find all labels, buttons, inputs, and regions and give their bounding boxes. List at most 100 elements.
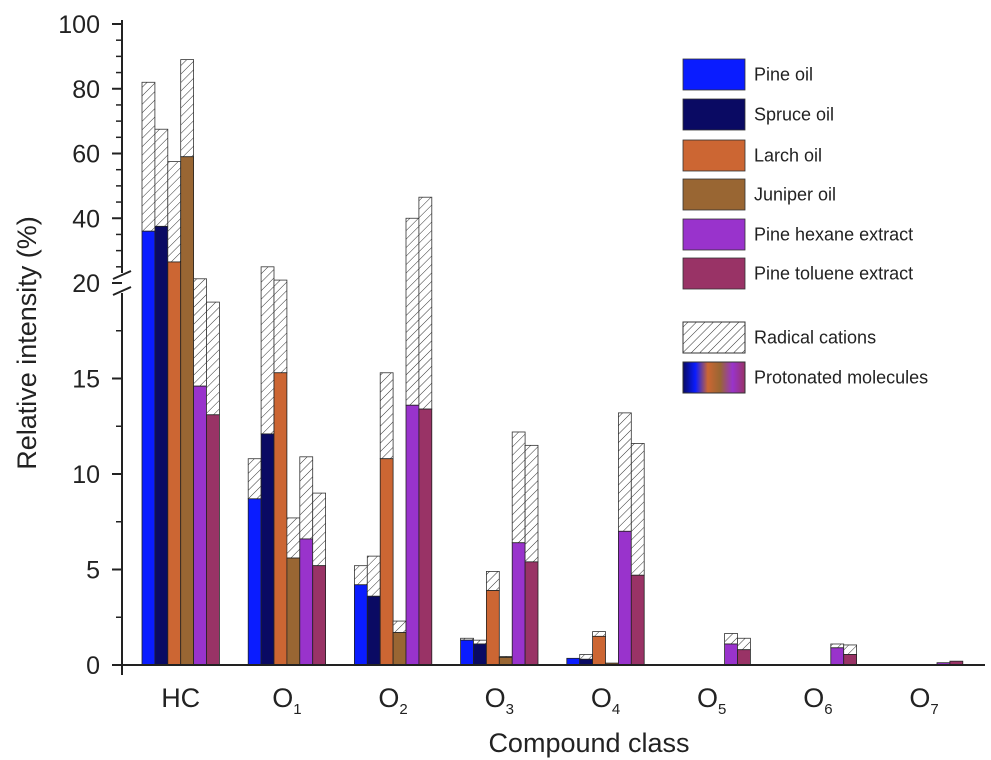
bar-protonated-molecules xyxy=(312,565,327,666)
axis-break-mark xyxy=(112,270,132,280)
bar-radical-cations xyxy=(392,620,407,633)
y-tick-label: 15 xyxy=(72,366,100,394)
legend-label: Pine oil xyxy=(754,65,813,85)
bar-protonated-molecules xyxy=(511,542,526,666)
legend-swatch xyxy=(682,58,746,91)
bar-protonated-molecules xyxy=(286,557,301,666)
plot-area xyxy=(141,59,964,666)
x-tick-label: O1 xyxy=(272,683,301,718)
x-tick-label: HC xyxy=(161,683,200,713)
x-tick-label: O6 xyxy=(803,683,832,718)
axis-break-mark xyxy=(112,286,132,296)
bar-radical-cations xyxy=(473,639,487,645)
legend-label: Pine toluene extract xyxy=(754,264,913,284)
bar-protonated-molecules xyxy=(379,458,394,666)
bar-protonated-molecules xyxy=(206,414,220,666)
x-axis-title: Compound class xyxy=(488,728,689,758)
bar-radical-cations xyxy=(247,458,262,500)
bar-radical-cations xyxy=(154,128,169,227)
bar-radical-cations xyxy=(353,565,368,586)
legend-label: Protonated molecules xyxy=(754,368,928,388)
bar-protonated-molecules xyxy=(154,225,169,666)
bar-protonated-molecules xyxy=(366,595,381,666)
bar-protonated-molecules xyxy=(498,656,513,666)
bar-protonated-molecules xyxy=(299,538,314,666)
bar-protonated-molecules xyxy=(405,404,420,666)
bar-radical-cations xyxy=(485,571,500,591)
y-axis-title: Relative intensity (%) xyxy=(12,216,42,470)
bar-radical-cations xyxy=(312,492,327,567)
legend-label: Larch oil xyxy=(754,146,822,166)
y-tick-label: 80 xyxy=(72,76,100,104)
y-tick-label: 5 xyxy=(86,557,100,585)
bar-protonated-molecules xyxy=(273,372,288,666)
bar-radical-cations xyxy=(366,555,381,597)
legend-swatch xyxy=(682,178,746,211)
bar-protonated-molecules xyxy=(141,230,156,666)
bar-protonated-molecules xyxy=(473,643,487,666)
bar-protonated-molecules xyxy=(737,649,751,666)
bar-radical-cations xyxy=(167,161,182,263)
bar-radical-cations xyxy=(260,266,275,435)
bar-radical-cations xyxy=(579,654,594,660)
x-tick-label: O3 xyxy=(485,683,514,718)
bar-radical-cations xyxy=(193,278,207,387)
y-tick-label: 60 xyxy=(72,141,100,169)
bar-protonated-molecules xyxy=(618,530,632,666)
legend-swatch xyxy=(682,139,746,172)
x-tick-label: O7 xyxy=(909,683,938,718)
legend: Pine oil Spruce oil Larch oil Juniper oil Pi… xyxy=(682,58,928,394)
bar-protonated-molecules xyxy=(524,561,539,666)
bar-radical-cations xyxy=(843,644,858,655)
y-tick-label: 10 xyxy=(72,461,100,489)
bar-protonated-molecules xyxy=(485,590,500,666)
bar-radical-cations xyxy=(618,412,632,532)
bar-radical-cations xyxy=(286,517,301,559)
y-tick-label: 20 xyxy=(72,270,100,298)
legend-swatch xyxy=(682,257,746,290)
bar-radical-cations xyxy=(141,81,156,232)
legend-swatch xyxy=(682,218,746,251)
legend-swatch xyxy=(682,321,746,354)
y-tick-label: 0 xyxy=(86,652,100,680)
bar-radical-cations xyxy=(511,431,526,544)
x-tick-label: O4 xyxy=(591,683,620,718)
x-tick-label: O5 xyxy=(697,683,726,718)
bar-protonated-molecules xyxy=(353,584,368,666)
bar-radical-cations xyxy=(299,456,314,540)
axes: HC O1 O2 O3 O4 O5 O6 O7 0 5 10 15 20 40 60 80 100 xyxy=(58,11,985,718)
legend-label: Radical cations xyxy=(754,328,876,348)
bar-radical-cations xyxy=(206,301,220,416)
bar-radical-cations xyxy=(737,637,751,651)
legend-label: Spruce oil xyxy=(754,105,834,125)
bar-radical-cations xyxy=(180,59,194,158)
bar-protonated-molecules xyxy=(724,643,738,666)
bar-protonated-molecules xyxy=(843,654,858,666)
legend-swatch xyxy=(682,98,746,131)
legend-swatch xyxy=(682,361,746,394)
bar-radical-cations xyxy=(524,444,539,563)
bar-protonated-molecules xyxy=(566,657,581,666)
bar-protonated-molecules xyxy=(592,635,606,666)
bar-protonated-molecules xyxy=(167,261,182,666)
bar-radical-cations xyxy=(418,196,433,410)
bar-radical-cations xyxy=(273,279,288,374)
bar-radical-cations xyxy=(630,443,645,576)
bar-protonated-molecules xyxy=(392,632,407,666)
bar-protonated-molecules xyxy=(830,647,845,666)
bar-radical-cations xyxy=(592,631,606,637)
legend-label: Juniper oil xyxy=(754,185,836,205)
bar-radical-cations xyxy=(379,372,394,460)
x-tick-label: O2 xyxy=(378,683,407,718)
bar-radical-cations xyxy=(830,643,845,649)
bar-protonated-molecules xyxy=(460,639,474,666)
y-tick-label: 40 xyxy=(72,205,100,233)
bar-protonated-molecules xyxy=(630,574,645,666)
bar-protonated-molecules xyxy=(180,156,194,666)
bar-protonated-molecules xyxy=(247,498,262,666)
bar-radical-cations xyxy=(405,217,420,406)
y-tick-label: 100 xyxy=(58,11,100,39)
bar-protonated-molecules xyxy=(260,433,275,666)
legend-label: Pine hexane extract xyxy=(754,225,913,245)
